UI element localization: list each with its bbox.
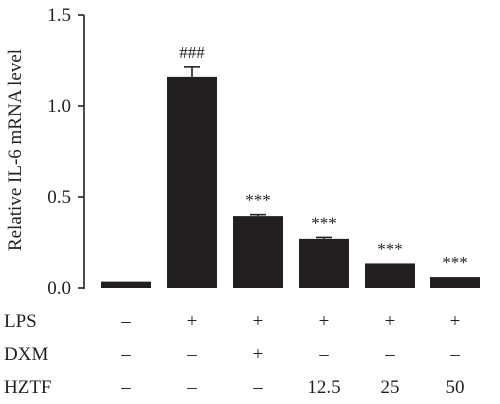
significance-annotations: ### *** *** *** *** [179, 43, 468, 272]
condition-cell: – [318, 344, 329, 365]
condition-cell: – [384, 344, 395, 365]
bar [430, 277, 480, 288]
bar [365, 263, 415, 288]
condition-cell: 25 [381, 377, 400, 398]
condition-cell: + [187, 311, 198, 332]
condition-row-label: DXM [4, 344, 48, 365]
y-tick-label: 0.5 [47, 187, 71, 208]
condition-cell: – [186, 344, 197, 365]
y-tick-label: 1.5 [47, 5, 71, 26]
condition-cell: – [186, 377, 197, 398]
condition-cell: – [120, 311, 131, 332]
y-tick-label: 0.0 [47, 278, 71, 299]
significance-label: *** [245, 191, 271, 210]
condition-cell: – [120, 377, 131, 398]
y-tick-label: 1.0 [47, 96, 71, 117]
condition-table: LPS – + + + + + DXM – – + – – – HZTF – – – 12.5 25 50 [4, 311, 465, 398]
condition-cell: + [385, 311, 396, 332]
error-bars [184, 66, 332, 239]
condition-cell: – [449, 344, 460, 365]
condition-row-label: HZTF [4, 377, 52, 398]
condition-cell: + [253, 311, 264, 332]
bars [101, 76, 480, 288]
significance-label: ### [179, 43, 205, 62]
condition-cell: + [319, 311, 330, 332]
condition-row-label: LPS [4, 311, 37, 332]
significance-label: *** [311, 213, 337, 232]
condition-cell: 50 [446, 377, 465, 398]
bar [233, 216, 283, 288]
y-axis: 0.0 0.5 1.0 1.5 [47, 5, 85, 299]
condition-cell: – [120, 344, 131, 365]
condition-cell: + [450, 311, 461, 332]
condition-cell: + [253, 344, 264, 365]
condition-cell: 12.5 [307, 377, 340, 398]
bar [101, 281, 151, 288]
significance-label: *** [442, 253, 468, 272]
bar [299, 238, 349, 288]
bar [167, 76, 217, 288]
y-axis-label: Relative IL-6 mRNA level [5, 49, 26, 251]
condition-cell: – [252, 377, 263, 398]
significance-label: *** [377, 239, 403, 258]
